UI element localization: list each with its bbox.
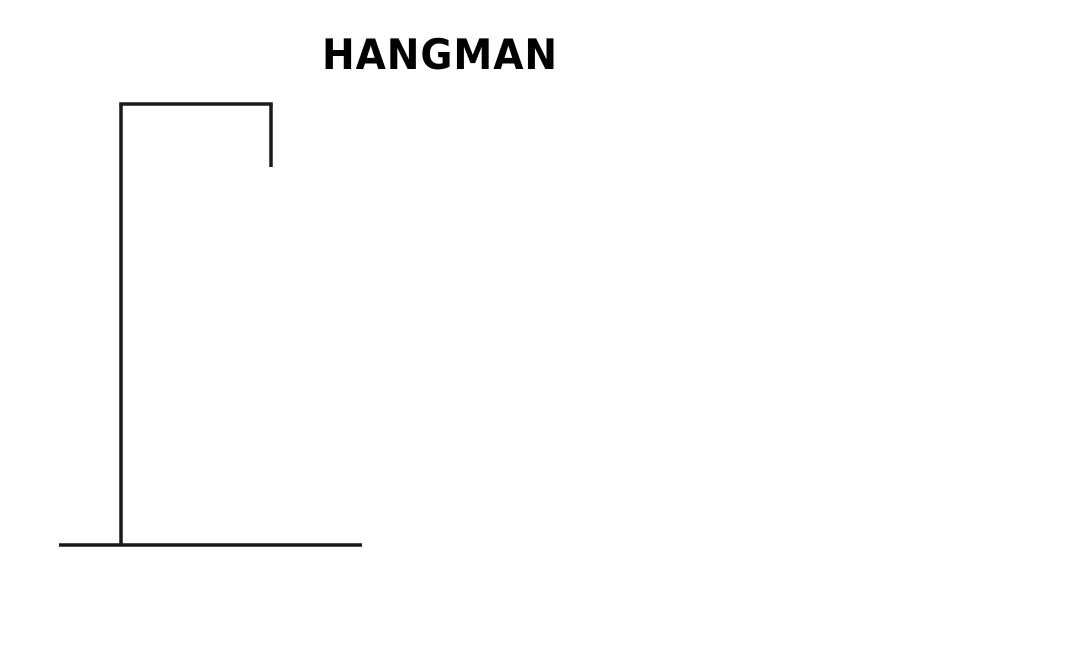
game-title: HANGMAN (322, 30, 558, 79)
